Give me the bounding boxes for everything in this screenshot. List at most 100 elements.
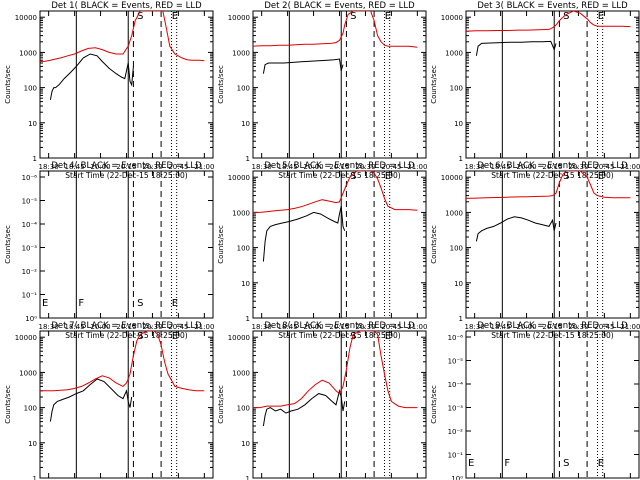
x-tick-label: 20:00	[303, 323, 323, 331]
y-tick-label: 10	[241, 440, 250, 448]
plot-frame	[39, 330, 214, 479]
lld-series-line	[253, 171, 418, 213]
y-tick-label: 10⁻²	[448, 428, 464, 436]
event-marker: S	[563, 458, 569, 469]
y-tick-label: 1	[246, 475, 250, 480]
x-tick-label: 20:30	[568, 163, 588, 171]
x-tick-label: 18:30	[39, 163, 59, 171]
y-tick-label: 10⁻¹	[22, 292, 38, 300]
y-tick-label: 10	[28, 120, 37, 128]
event-marker: S	[563, 11, 569, 22]
x-tick-label: 18:45	[278, 323, 298, 331]
panel-det-2: Det 2( BLACK = Events, RED = LLD Counts/s…	[217, 1, 427, 180]
y-tick-label: 1	[246, 315, 250, 323]
panel-title: Det 1( BLACK = Events, RED = LLD	[51, 1, 202, 11]
y-tick-label: 100	[450, 85, 463, 93]
event-marker: E	[385, 171, 391, 182]
x-tick-label: 18:30	[252, 163, 272, 171]
x-tick-label: 20:45	[381, 323, 401, 331]
y-tick-label: 10000	[228, 14, 250, 22]
panel-title: Det 9( BLACK = Events, RED = LLD	[477, 321, 628, 331]
y-axis-label: Counts/sec	[217, 385, 225, 424]
panel-title: Det 7( BLACK = Events, RED = LLD	[51, 321, 202, 331]
x-tick-label: 21:00	[194, 323, 214, 331]
event-marker: E	[598, 171, 604, 182]
y-tick-label: 100	[237, 85, 250, 93]
x-tick-label: 20:15	[116, 163, 136, 171]
y-tick-label: 10000	[228, 174, 250, 182]
event-marker: S	[350, 11, 356, 22]
y-axis-label: Counts/sec	[430, 65, 438, 104]
x-tick-label: 21:00	[620, 163, 640, 171]
x-tick-label: 20:30	[142, 163, 162, 171]
plot-frame	[39, 10, 214, 159]
x-tick-label: 20:30	[355, 323, 375, 331]
lld-series-line	[40, 11, 205, 62]
event-marker: S	[137, 298, 143, 309]
y-tick-label: 100	[24, 85, 37, 93]
x-tick-label: 20:45	[168, 323, 188, 331]
x-tick-label: 20:30	[355, 163, 375, 171]
y-tick-label: 10⁻⁴	[22, 221, 38, 229]
y-tick-label: 10	[241, 280, 250, 288]
events-series-line	[475, 216, 557, 242]
y-tick-label: 10⁻⁵	[22, 198, 38, 206]
panel-title: Det 2( BLACK = Events, RED = LLD	[264, 1, 415, 11]
event-marker: S	[350, 331, 356, 342]
events-series-line	[475, 40, 557, 56]
x-tick-label: 21:00	[407, 323, 427, 331]
y-tick-label: 100	[450, 245, 463, 253]
x-tick-label: 20:15	[116, 323, 136, 331]
y-tick-label: 10⁰	[25, 315, 37, 323]
event-marker: E	[172, 298, 178, 309]
y-tick-label: 10⁻⁵	[448, 358, 464, 366]
event-marker: E	[468, 458, 474, 469]
plot-frame	[39, 170, 214, 319]
y-tick-label: 10⁻²	[22, 268, 38, 276]
panel-title: Det 4( BLACK = Events, RED = LLD	[51, 161, 202, 171]
x-tick-label: 20:00	[90, 323, 110, 331]
event-marker: E	[598, 11, 604, 22]
event-marker: E	[172, 11, 178, 22]
event-marker: S	[563, 171, 569, 182]
x-tick-label: 18:45	[491, 163, 511, 171]
y-tick-label: 10⁻⁴	[448, 381, 464, 389]
x-tick-label: 18:30	[39, 323, 59, 331]
y-tick-label: 10000	[228, 334, 250, 342]
y-tick-label: 10000	[15, 334, 37, 342]
panel-det-8: Det 8( BLACK = Events, RED = LLD Counts/s…	[217, 321, 427, 480]
x-tick-label: 21:00	[620, 323, 640, 331]
y-tick-label: 10	[454, 280, 463, 288]
x-tick-label: 20:30	[568, 323, 588, 331]
events-series-line	[262, 388, 346, 427]
plot-frame	[465, 10, 640, 159]
y-tick-label: 1	[246, 155, 250, 163]
x-tick-label: 20:45	[594, 163, 614, 171]
y-axis-label: Counts/sec	[4, 225, 12, 264]
x-tick-label: 21:00	[407, 163, 427, 171]
y-tick-label: 10	[241, 120, 250, 128]
events-series-line	[262, 206, 346, 262]
y-axis-label: Counts/sec	[4, 65, 12, 104]
event-marker: S	[137, 11, 143, 22]
panel-det-5: Det 5( BLACK = Events, RED = LLD Counts/s…	[217, 161, 427, 340]
y-tick-label: 10000	[441, 14, 463, 22]
y-tick-label: 10	[454, 120, 463, 128]
y-tick-label: 10⁻⁶	[448, 334, 464, 342]
lld-series-line	[466, 11, 631, 32]
x-tick-label: 20:00	[516, 163, 536, 171]
y-axis-label: Counts/sec	[4, 385, 12, 424]
x-tick-label: 20:00	[303, 163, 323, 171]
y-tick-label: 10⁻¹	[448, 452, 464, 460]
y-tick-label: 100	[237, 245, 250, 253]
x-tick-label: 20:30	[142, 323, 162, 331]
events-series-line	[49, 53, 134, 100]
plot-frame	[252, 170, 427, 319]
y-tick-label: 100	[237, 405, 250, 413]
panel-det-6: Det 6( BLACK = Events, RED = LLD Counts/s…	[430, 161, 640, 340]
event-marker: E	[385, 331, 391, 342]
y-tick-label: 1000	[445, 209, 463, 217]
event-marker: E	[598, 458, 604, 469]
lld-series-line	[40, 331, 205, 392]
